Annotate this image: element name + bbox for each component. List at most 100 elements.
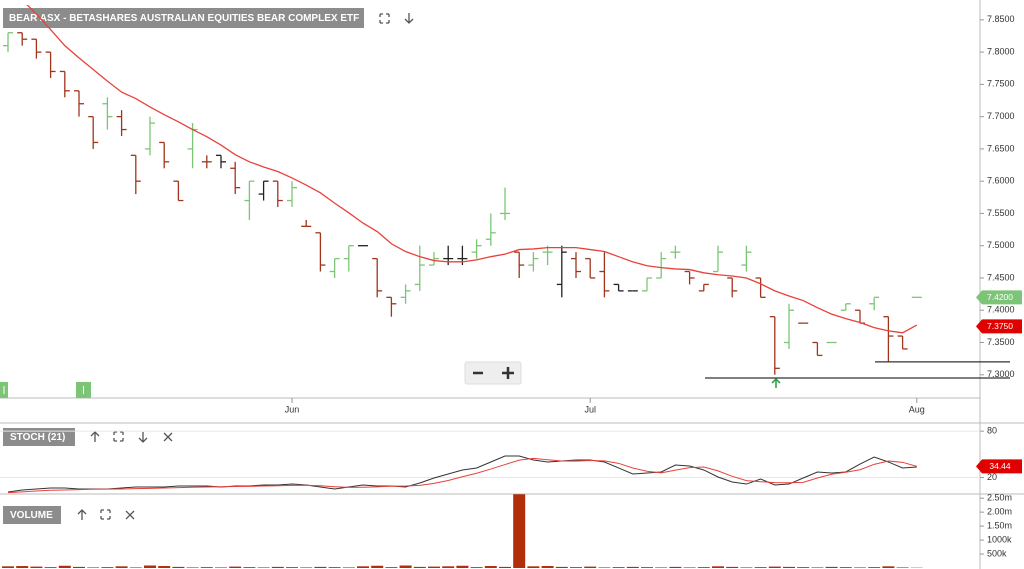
expand-icon[interactable] — [100, 509, 111, 520]
volume-bar — [101, 567, 114, 568]
volume-bar — [470, 567, 483, 568]
volume-bar — [541, 566, 554, 568]
x-tick-label: Aug — [909, 404, 925, 414]
up-icon[interactable] — [90, 431, 100, 442]
y-tick-label: 7.5000 — [987, 240, 1015, 250]
volume-bar — [428, 566, 440, 568]
y-tick-label: 7.7500 — [987, 79, 1015, 89]
stoch-line — [7, 455, 917, 493]
down-icon[interactable] — [404, 13, 414, 24]
panel-title: VOLUME — [10, 510, 53, 521]
volume-bar — [783, 566, 795, 568]
volume-bar — [740, 567, 753, 568]
down-icon[interactable] — [138, 432, 148, 443]
volume-bar — [456, 565, 469, 568]
y-tick-label: 1.50m — [987, 520, 1012, 530]
expand-icon[interactable] — [113, 431, 124, 442]
value-tag-label: 34.44 — [989, 461, 1011, 471]
up-icon[interactable] — [77, 509, 87, 520]
title-box — [3, 428, 75, 446]
volume-bar — [200, 567, 213, 568]
x-tick-label: Jul — [584, 404, 596, 414]
volume-bar — [87, 567, 100, 568]
y-tick-label: 7.3500 — [987, 337, 1015, 347]
volume-bar — [726, 566, 739, 568]
volume-bar — [328, 567, 341, 568]
x-tick-label: Jun — [285, 404, 300, 414]
y-tick-label: 500k — [987, 548, 1007, 558]
value-tag — [976, 459, 1022, 474]
volume-bar — [612, 567, 625, 568]
main-header: BEAR ASX - BETASHARES AUSTRALIAN EQUITIE… — [3, 8, 414, 28]
y-tick-label: 7.6500 — [987, 143, 1015, 153]
volume-bar — [513, 494, 526, 568]
volume-bar — [144, 565, 156, 568]
volume-bar — [385, 567, 398, 568]
volume-bar — [527, 566, 540, 568]
volume-bar — [30, 566, 43, 568]
volume-bar — [2, 566, 14, 568]
volume-bar — [115, 566, 128, 568]
y-tick-label: 7.8500 — [987, 14, 1015, 24]
volume-bar — [697, 567, 710, 568]
volume-bar — [555, 566, 568, 568]
volume-bar — [641, 567, 653, 568]
stoch-line — [7, 457, 917, 494]
y-tick-label: 7.7000 — [987, 111, 1015, 121]
volume-bar — [854, 567, 866, 568]
stoch-header: STOCH (21) — [3, 428, 173, 446]
volume-bar — [257, 567, 270, 568]
y-tick-label: 80 — [987, 426, 997, 436]
volume-bar — [300, 567, 313, 568]
y-tick-label: 7.5500 — [987, 208, 1015, 218]
volume-header: VOLUME — [3, 506, 135, 524]
close-icon[interactable] — [125, 510, 135, 520]
volume-bar — [371, 565, 384, 568]
y-tick-label: 7.4500 — [987, 272, 1015, 282]
volume-bar — [797, 567, 810, 568]
title-box — [3, 506, 61, 524]
volume-bar — [811, 567, 824, 568]
moving-average — [26, 5, 918, 334]
y-tick-label: 2.50m — [987, 493, 1012, 503]
y-tick-label: 20 — [987, 472, 997, 482]
zoom-controls — [464, 361, 522, 385]
markers — [0, 377, 781, 398]
expand-icon[interactable] — [379, 13, 390, 24]
volume-bar — [357, 566, 369, 568]
volume-bar — [229, 566, 242, 568]
price-tag — [976, 319, 1022, 334]
y-tick-label: 7.4000 — [987, 305, 1015, 315]
y-tick-label: 2.00m — [987, 507, 1012, 517]
volume-bar — [570, 567, 582, 568]
volume-bar — [655, 567, 668, 568]
volume-bar — [896, 567, 909, 568]
volume-bar — [44, 567, 57, 568]
volume-bar — [825, 566, 838, 568]
title-box — [3, 8, 364, 28]
volume-bar — [243, 567, 256, 568]
volume-bar — [314, 566, 327, 568]
volume-bar — [271, 566, 284, 568]
volume-bar — [712, 566, 724, 568]
volume-bar — [754, 567, 767, 568]
volume-bar — [286, 567, 298, 568]
volume-bar — [768, 566, 781, 568]
volume-bar — [413, 566, 426, 568]
volume-bar — [669, 566, 682, 568]
volume-bar — [584, 566, 597, 568]
zoom-in[interactable] — [502, 367, 514, 379]
volume-bar — [442, 566, 455, 568]
volume-bar — [16, 566, 29, 568]
close-icon[interactable] — [163, 432, 173, 442]
chart-title: BEAR ASX - BETASHARES AUSTRALIAN EQUITIE… — [9, 13, 359, 24]
volume-bar — [73, 566, 85, 568]
volume-bar — [58, 565, 71, 568]
y-tick-label: 7.6000 — [987, 176, 1015, 186]
volume-bar — [342, 567, 355, 568]
volume-bar — [499, 566, 511, 568]
volume-bar — [868, 567, 881, 568]
volume-bar — [484, 566, 497, 568]
